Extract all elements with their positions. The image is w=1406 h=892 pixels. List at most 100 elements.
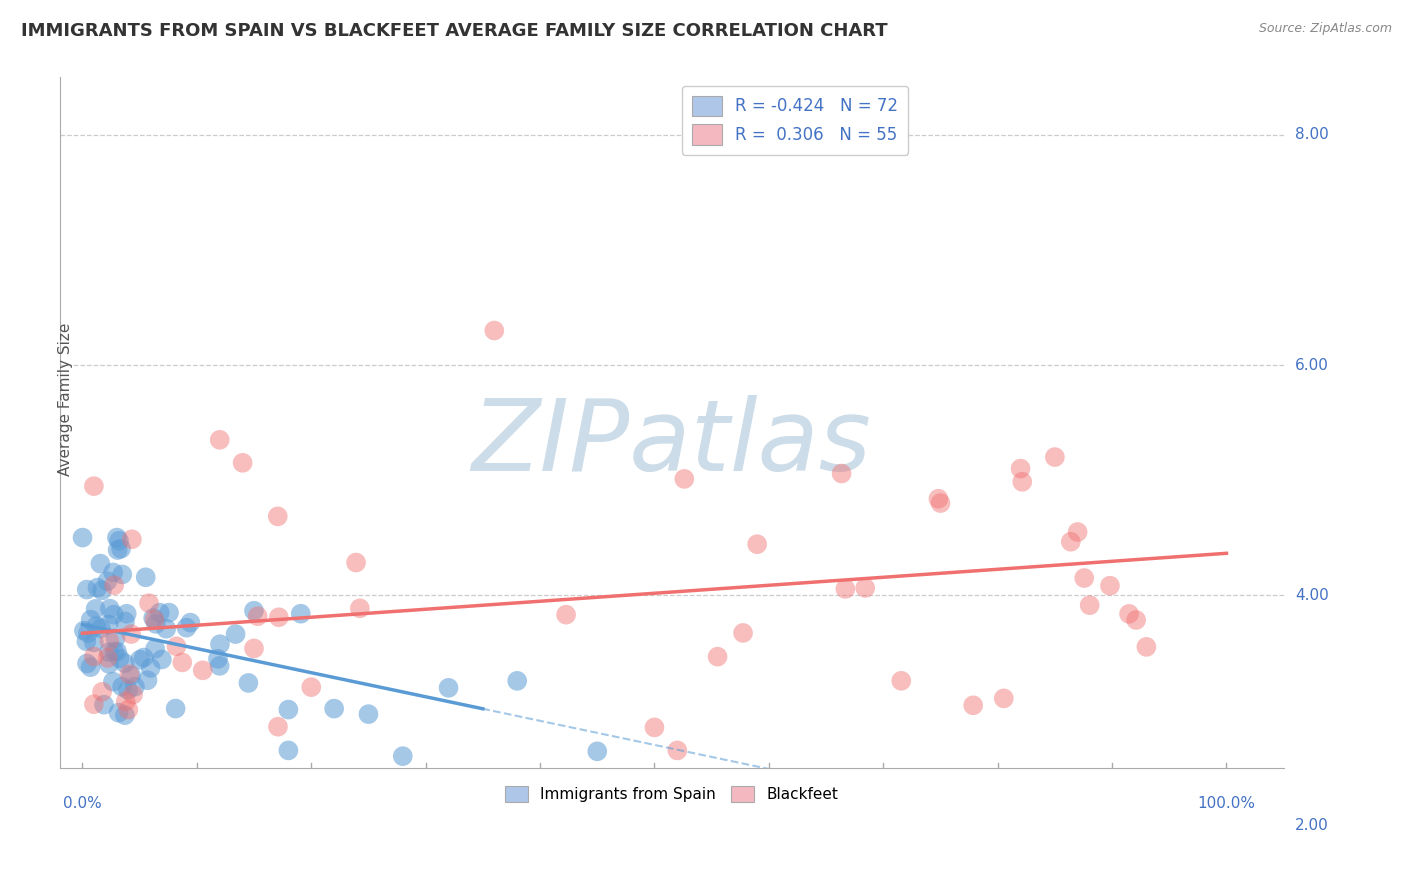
Point: [993, 691, 1015, 706]
Point: [1098, 579, 1121, 593]
Point: [143, 613, 166, 627]
Point: [105, 531, 128, 545]
Point: [357, 707, 380, 722]
Text: 6.00: 6.00: [1295, 358, 1329, 373]
Point: [506, 673, 529, 688]
Point: [927, 491, 949, 506]
Point: [96, 574, 118, 588]
Point: [107, 543, 129, 558]
Point: [246, 609, 269, 624]
Text: 100.0%: 100.0%: [1198, 797, 1256, 812]
Point: [176, 621, 198, 635]
Point: [232, 456, 254, 470]
Point: [1125, 613, 1147, 627]
Point: [962, 698, 984, 713]
Point: [83, 649, 105, 664]
Point: [101, 566, 124, 580]
Point: [243, 641, 266, 656]
Point: [150, 652, 173, 666]
Point: [277, 743, 299, 757]
Point: [101, 674, 124, 689]
Point: [79, 613, 101, 627]
Text: 0.0%: 0.0%: [63, 797, 101, 812]
Point: [1011, 475, 1033, 489]
Point: [555, 607, 578, 622]
Point: [118, 667, 141, 681]
Point: [267, 509, 290, 524]
Point: [344, 556, 367, 570]
Point: [391, 749, 413, 764]
Point: [91, 685, 114, 699]
Point: [207, 652, 229, 666]
Point: [76, 657, 98, 671]
Point: [111, 680, 134, 694]
Point: [83, 635, 105, 649]
Point: [98, 657, 121, 671]
Point: [115, 607, 138, 621]
Point: [124, 680, 146, 694]
Point: [98, 601, 121, 615]
Point: [243, 604, 266, 618]
Point: [110, 541, 132, 556]
Point: [117, 703, 139, 717]
Point: [108, 533, 131, 548]
Text: 8.00: 8.00: [1295, 128, 1329, 143]
Point: [135, 570, 157, 584]
Point: [77, 626, 100, 640]
Point: [1118, 607, 1140, 621]
Point: [79, 660, 101, 674]
Point: [129, 653, 152, 667]
Point: [76, 582, 98, 597]
Point: [238, 676, 260, 690]
Point: [299, 680, 322, 694]
Point: [1135, 640, 1157, 654]
Point: [114, 615, 136, 629]
Point: [143, 641, 166, 656]
Point: [277, 702, 299, 716]
Point: [114, 708, 136, 723]
Point: [290, 607, 312, 621]
Point: [73, 624, 96, 638]
Point: [225, 627, 247, 641]
Text: IMMIGRANTS FROM SPAIN VS BLACKFEET AVERAGE FAMILY SIZE CORRELATION CHART: IMMIGRANTS FROM SPAIN VS BLACKFEET AVERA…: [21, 22, 887, 40]
Point: [208, 658, 231, 673]
Point: [75, 634, 97, 648]
Point: [86, 581, 108, 595]
Point: [97, 645, 120, 659]
Point: [83, 697, 105, 711]
Point: [121, 533, 143, 547]
Point: [98, 633, 121, 648]
Point: [90, 583, 112, 598]
Point: [105, 644, 128, 658]
Point: [165, 701, 187, 715]
Point: [673, 472, 696, 486]
Point: [1043, 450, 1066, 464]
Text: ZIPatlas: ZIPatlas: [471, 395, 872, 491]
Point: [929, 496, 952, 510]
Point: [666, 743, 689, 757]
Point: [132, 650, 155, 665]
Point: [834, 582, 856, 596]
Point: [104, 632, 127, 646]
Point: [890, 673, 912, 688]
Point: [120, 668, 142, 682]
Point: [323, 701, 346, 715]
Point: [97, 651, 120, 665]
Point: [643, 720, 665, 734]
Point: [155, 622, 177, 636]
Point: [142, 611, 165, 625]
Point: [1060, 534, 1083, 549]
Point: [97, 617, 120, 632]
Point: [90, 621, 112, 635]
Point: [267, 610, 290, 624]
Point: [120, 627, 142, 641]
Point: [149, 606, 172, 620]
Point: [853, 581, 876, 595]
Point: [89, 557, 111, 571]
Point: [172, 656, 194, 670]
Point: [179, 615, 201, 630]
Legend: Immigrants from Spain, Blackfeet: Immigrants from Spain, Blackfeet: [499, 780, 845, 808]
Point: [157, 606, 180, 620]
Point: [349, 601, 371, 615]
Point: [191, 664, 214, 678]
